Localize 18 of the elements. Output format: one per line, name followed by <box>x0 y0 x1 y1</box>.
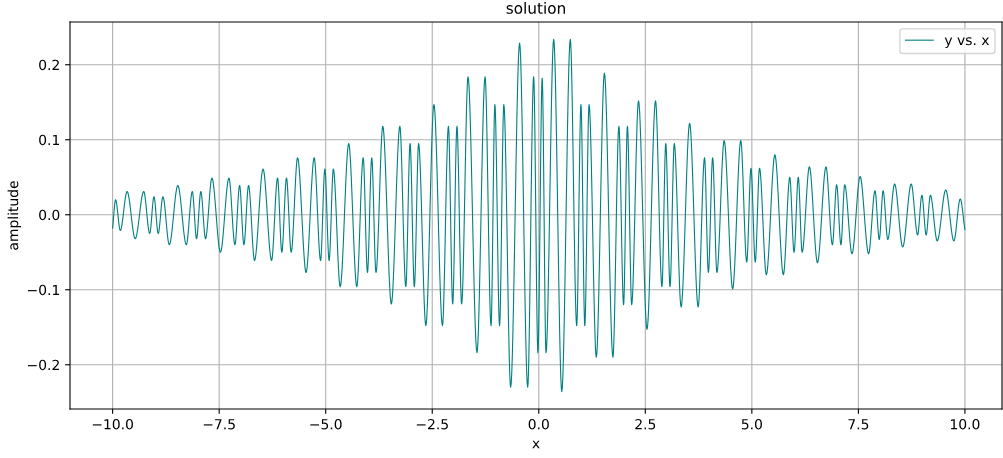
x-tick-label: 2.5 <box>635 418 656 430</box>
y-tick-label: 0.2 <box>39 59 59 71</box>
legend-label: y vs. x <box>944 37 990 48</box>
x-tick-label: −10.0 <box>92 418 133 430</box>
x-axis-title: x <box>532 440 540 449</box>
x-tick-label: 0.0 <box>528 418 549 430</box>
y-tick-label: −0.2 <box>28 359 59 371</box>
x-tick-label: −2.5 <box>416 418 448 430</box>
x-tick-label: 10.0 <box>950 418 980 430</box>
x-tick-label: −7.5 <box>203 419 235 430</box>
chart-title: solution <box>506 2 565 14</box>
y-tick-label: 0.1 <box>39 134 60 146</box>
x-tick-label: 5.0 <box>741 418 762 430</box>
y-tick-label: −0.1 <box>28 284 59 296</box>
x-tick-label: 7.5 <box>848 419 869 430</box>
y-tick-label: 0.0 <box>39 209 60 221</box>
y-axis-title: amplitude <box>7 181 22 250</box>
x-tick-label: −5.0 <box>310 418 342 430</box>
